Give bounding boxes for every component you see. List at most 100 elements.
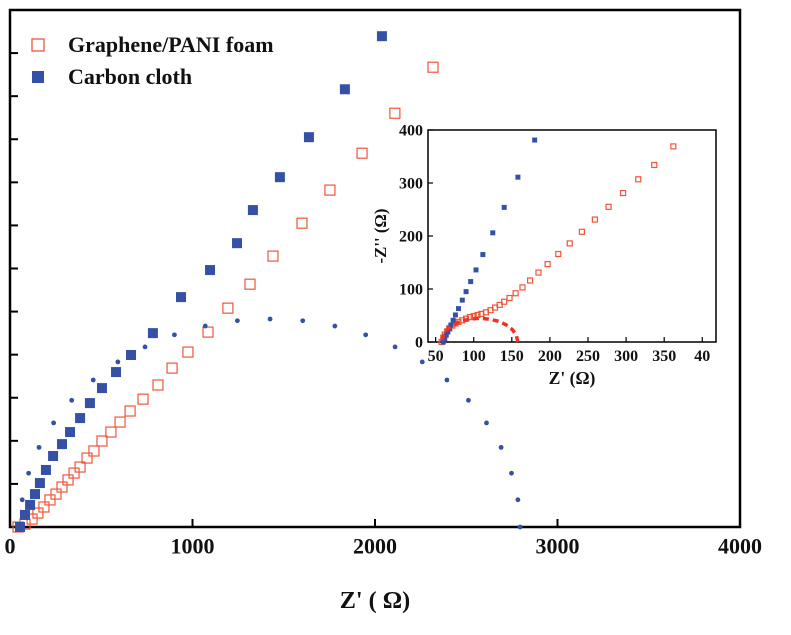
point [496,301,503,308]
legend-marker [32,71,44,83]
point [519,284,526,291]
point [444,377,450,383]
point [363,332,369,338]
point [651,161,658,169]
point [455,306,461,312]
point [30,489,41,500]
point [300,318,306,324]
point [466,397,471,403]
point [115,359,121,365]
point [473,267,479,273]
legend-marker [31,38,45,52]
point [57,439,68,450]
x-tick-label: 150 [500,348,524,365]
y-tick-label: 0 [415,335,423,352]
point [591,216,598,223]
point [74,461,86,473]
point [38,501,50,513]
point [484,420,489,426]
point [303,132,314,143]
point [152,379,164,391]
point [466,313,474,321]
point [90,377,96,383]
point [36,444,42,450]
point [389,107,401,119]
point [222,302,234,314]
point [670,143,677,150]
point [202,326,214,338]
point [509,470,514,476]
point [443,332,449,338]
point [463,289,469,295]
point [202,323,208,329]
point [532,137,538,143]
point [84,398,95,409]
point [332,323,338,329]
x-tick-label: 100 [462,348,486,365]
point [419,359,425,365]
point [65,427,76,438]
x-tick-label: 350 [652,348,676,365]
x-axis-label: Z' ( Ω) [340,587,410,614]
point [96,383,107,394]
y-tick-label: 400 [399,123,423,140]
point [81,452,93,464]
point [44,494,56,506]
point [51,420,57,426]
point [244,278,256,290]
point [526,277,534,284]
point [515,174,521,180]
point [247,205,258,216]
point [75,413,86,424]
point [182,346,194,358]
point [68,467,80,479]
point [450,317,456,323]
point [267,316,273,322]
point [40,464,51,475]
point [501,204,507,210]
point [69,397,75,403]
point [339,84,350,95]
point [392,344,398,350]
x-tick-label: 50 [428,348,444,365]
point [501,298,508,305]
point [62,474,74,486]
point [445,329,451,335]
point [267,250,279,262]
point [468,279,474,285]
x-tick-label: 4000 [718,533,762,558]
point [19,497,25,503]
point [26,470,32,476]
point [452,312,458,318]
y-tick-label: 100 [399,282,423,299]
point [34,478,45,489]
point [296,217,308,229]
point [172,332,177,338]
point [544,260,551,268]
point [125,350,136,361]
point [48,450,59,461]
point [427,61,439,73]
x-tick-label: 3000 [536,533,580,558]
point [232,238,243,249]
point [124,405,136,417]
y-tick-label: 200 [399,229,423,246]
point [535,269,542,276]
point [480,252,486,258]
point [578,228,586,235]
point [498,444,504,450]
fit-curve [440,316,520,343]
point [440,339,446,345]
point [88,445,100,457]
point [356,147,368,159]
point [19,509,30,520]
point [515,497,521,503]
x-tick-label: 300 [614,348,638,365]
point [506,294,513,302]
point [166,362,178,374]
point [137,393,149,405]
point [111,367,122,378]
point [324,184,336,196]
legend-label: Graphene/PANI foam [68,32,274,57]
